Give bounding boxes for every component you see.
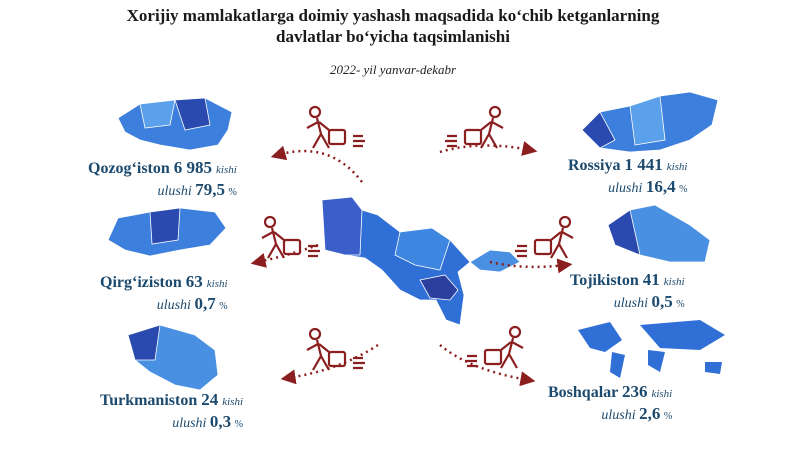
share-line: ulushi 16,4 % xyxy=(568,177,687,197)
unit: kishi xyxy=(216,164,237,176)
country-label: Qirg‘iziston 63 kishi ulushi 0,7 % xyxy=(100,272,228,314)
count: 41 xyxy=(642,270,660,289)
share: 16,4 xyxy=(645,177,676,196)
share: 2,6 xyxy=(639,404,661,423)
world-map xyxy=(578,320,725,378)
country-line: Qozog‘iston 6 985 kishi xyxy=(88,158,237,178)
country-label: Rossiya 1 441 kishi ulushi 16,4 % xyxy=(568,155,687,197)
share-label: ulushi xyxy=(613,296,648,311)
country-label: Boshqalar 236 kishi ulushi 2,6 % xyxy=(548,382,672,424)
unit: kishi xyxy=(663,276,685,288)
country-label: Turkmaniston 24 kishi ulushi 0,3 % xyxy=(100,390,243,432)
share-label: ulushi xyxy=(608,181,643,196)
share: 79,5 xyxy=(195,180,225,199)
percent: % xyxy=(676,299,685,310)
country-line: Turkmaniston 24 kishi xyxy=(100,390,243,410)
percent: % xyxy=(679,184,688,195)
turkmenistan-map xyxy=(127,324,219,391)
country-name: Qozog‘iston xyxy=(88,160,170,177)
russia-map xyxy=(581,91,719,153)
tajikistan-map xyxy=(607,204,711,263)
country-name: Boshqalar xyxy=(548,384,618,401)
uzbekistan-map xyxy=(321,196,521,326)
count: 236 xyxy=(621,382,648,401)
share-line: ulushi 2,6 % xyxy=(548,404,672,424)
country-line: Boshqalar 236 kishi xyxy=(548,382,672,402)
share-line: ulushi 79,5 % xyxy=(88,180,237,200)
share-label: ulushi xyxy=(156,298,191,313)
country-line: Rossiya 1 441 kishi xyxy=(568,155,687,175)
share-label: ulushi xyxy=(172,416,207,431)
country-name: Rossiya xyxy=(568,157,621,174)
share-label: ulushi xyxy=(157,184,192,199)
country-name: Turkmaniston xyxy=(100,392,198,409)
percent: % xyxy=(219,301,228,312)
kyrgyzstan-map xyxy=(107,207,227,257)
count: 24 xyxy=(201,390,219,409)
country-label: Tojikiston 41 kishi ulushi 0,5 % xyxy=(570,270,685,312)
share: 0,3 xyxy=(209,412,232,431)
subtitle: 2022- yil yanvar-dekabr xyxy=(329,62,457,77)
share-label: ulushi xyxy=(601,408,636,423)
unit: kishi xyxy=(222,396,244,408)
count: 1 441 xyxy=(624,155,663,174)
count: 63 xyxy=(185,272,203,291)
unit: kishi xyxy=(206,278,228,290)
title: davlatlar bo‘yicha taqsimlanishi xyxy=(276,27,510,46)
country-name: Qirg‘iziston xyxy=(100,274,182,291)
percent: % xyxy=(234,419,244,430)
share-line: ulushi 0,5 % xyxy=(570,292,685,312)
title: Xorijiy mamlakatlarga doimiy yashash maq… xyxy=(126,6,660,25)
share-line: ulushi 0,3 % xyxy=(100,412,243,432)
unit: kishi xyxy=(651,388,673,400)
share: 0,7 xyxy=(194,294,216,313)
unit: kishi xyxy=(666,161,688,173)
country-name: Tojikiston xyxy=(570,272,639,289)
country-label: Qozog‘iston 6 985 kishi ulushi 79,5 % xyxy=(88,158,237,200)
share: 0,5 xyxy=(651,292,673,311)
count: 6 985 xyxy=(173,158,213,177)
country-line: Tojikiston 41 kishi xyxy=(570,270,685,290)
country-line: Qirg‘iziston 63 kishi xyxy=(100,272,228,292)
percent: % xyxy=(228,187,237,198)
percent: % xyxy=(663,411,673,422)
share-line: ulushi 0,7 % xyxy=(100,294,228,314)
kazakhstan-map xyxy=(117,97,233,151)
